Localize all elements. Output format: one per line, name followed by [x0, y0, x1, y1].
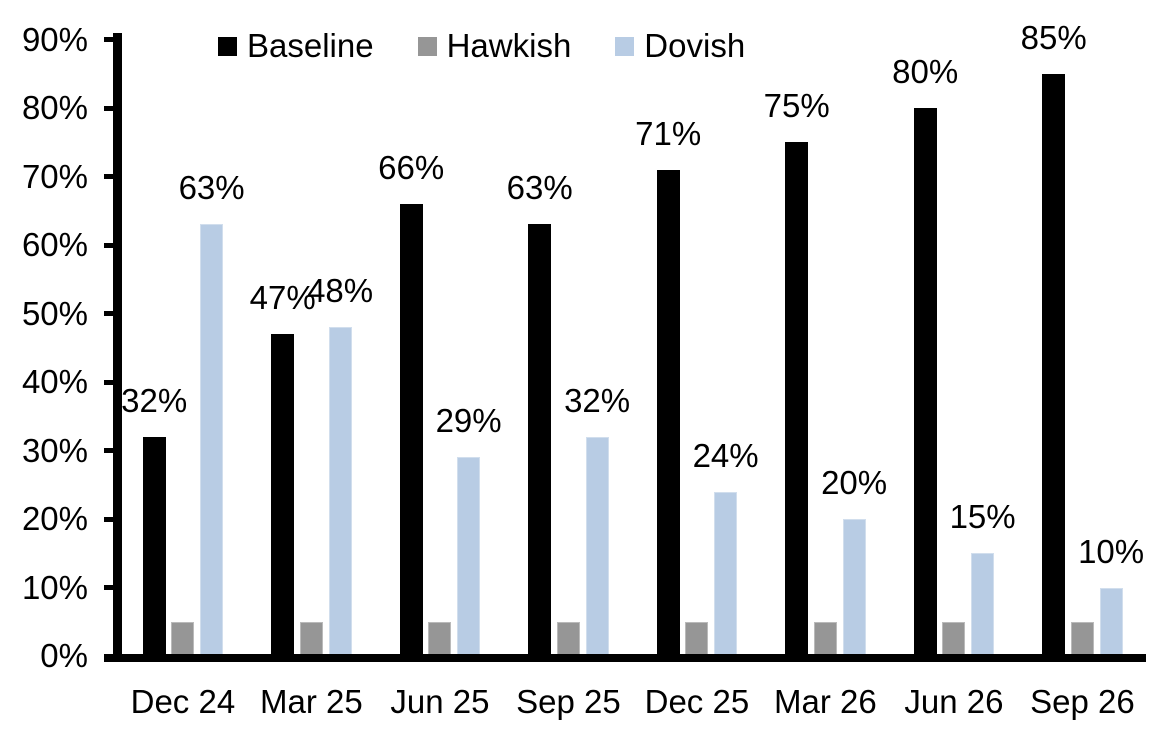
baseline-bar [142, 436, 166, 656]
x-category-label: Mar 25 [260, 683, 363, 720]
x-category-label: Jun 25 [390, 683, 490, 720]
baseline-bar [656, 169, 680, 656]
y-tick-label: 40% [21, 363, 88, 400]
y-tick-label: 90% [21, 20, 88, 58]
x-category-label: Dec 25 [644, 683, 750, 720]
dovish-data-label: 20% [821, 464, 888, 501]
dovish-bar [842, 519, 866, 656]
y-tick-mark [104, 37, 114, 42]
baseline-data-label: 75% [763, 87, 830, 125]
y-tick-label: 30% [21, 431, 88, 469]
dovish-data-label: 63% [178, 169, 245, 207]
dovish-bar [457, 457, 481, 656]
y-tick-label: 0% [40, 637, 88, 674]
y-tick-label: 20% [21, 500, 88, 537]
dovish-bar [1099, 587, 1123, 656]
legend-label: Baseline [247, 27, 374, 64]
legend-label: Dovish [644, 27, 746, 64]
baseline-bar [271, 334, 295, 656]
dovish-data-label: 15% [949, 498, 1016, 536]
x-category-label: Jun 26 [904, 683, 1004, 720]
x-category-label: Mar 26 [774, 683, 877, 720]
x-category-label: Sep 26 [1030, 683, 1135, 720]
y-tick-mark [104, 311, 114, 316]
legend-marker-baseline [218, 36, 237, 56]
y-tick-mark [104, 585, 114, 590]
baseline-data-label: 71% [635, 114, 702, 152]
legend-marker-dovish [615, 36, 635, 56]
dovish-data-label: 10% [1078, 532, 1145, 570]
y-axis-line [113, 33, 122, 661]
baseline-data-label: 63% [506, 169, 573, 207]
hawkish-bar [299, 621, 323, 656]
hawkish-bar [813, 621, 837, 656]
baseline-bar [785, 142, 809, 656]
dovish-bar [328, 327, 352, 656]
dovish-bar [585, 436, 609, 656]
x-category-label: Sep 25 [516, 683, 621, 720]
dovish-bar [971, 553, 995, 656]
x-axis-line [104, 654, 1146, 662]
dovish-data-label: 32% [564, 381, 631, 419]
dovish-bar [714, 491, 738, 656]
hawkish-bar [428, 621, 452, 656]
legend-item-dovish: Dovish [615, 28, 745, 64]
chart-legend: Baseline Hawkish Dovish [218, 28, 745, 64]
hawkish-bar [942, 621, 966, 656]
y-tick-label: 70% [21, 157, 88, 195]
y-tick-mark [104, 242, 114, 248]
baseline-data-label: 66% [378, 148, 445, 186]
dovish-data-label: 24% [692, 436, 759, 474]
hawkish-bar [1070, 621, 1094, 656]
hawkish-bar [171, 621, 195, 656]
dovish-data-label: 48% [307, 272, 374, 310]
hawkish-bar [685, 621, 709, 656]
x-category-label: Dec 24 [130, 683, 236, 720]
baseline-bar [399, 203, 423, 656]
y-tick-mark [104, 174, 114, 179]
y-tick-mark [104, 516, 114, 522]
baseline-data-label: 80% [892, 53, 959, 90]
dovish-data-label: 29% [435, 402, 502, 440]
baseline-bar [528, 224, 552, 656]
hawkish-bar [556, 621, 580, 656]
baseline-bar [913, 108, 937, 656]
y-tick-mark [104, 105, 114, 111]
y-tick-mark [104, 448, 114, 453]
legend-item-baseline: Baseline [218, 28, 374, 64]
baseline-bar [1042, 73, 1066, 656]
baseline-data-label: 32% [121, 381, 188, 419]
y-tick-label: 10% [21, 568, 88, 606]
y-tick-mark [104, 379, 114, 385]
legend-label: Hawkish [446, 27, 572, 64]
baseline-data-label: 47% [249, 279, 316, 317]
y-tick-label: 50% [21, 294, 88, 332]
dovish-bar [200, 224, 224, 656]
legend-marker-hawkish [417, 36, 437, 56]
y-tick-label: 80% [21, 89, 88, 126]
baseline-data-label: 85% [1020, 18, 1087, 56]
y-tick-label: 60% [21, 226, 88, 263]
legend-item-hawkish: Hawkish [417, 27, 572, 64]
